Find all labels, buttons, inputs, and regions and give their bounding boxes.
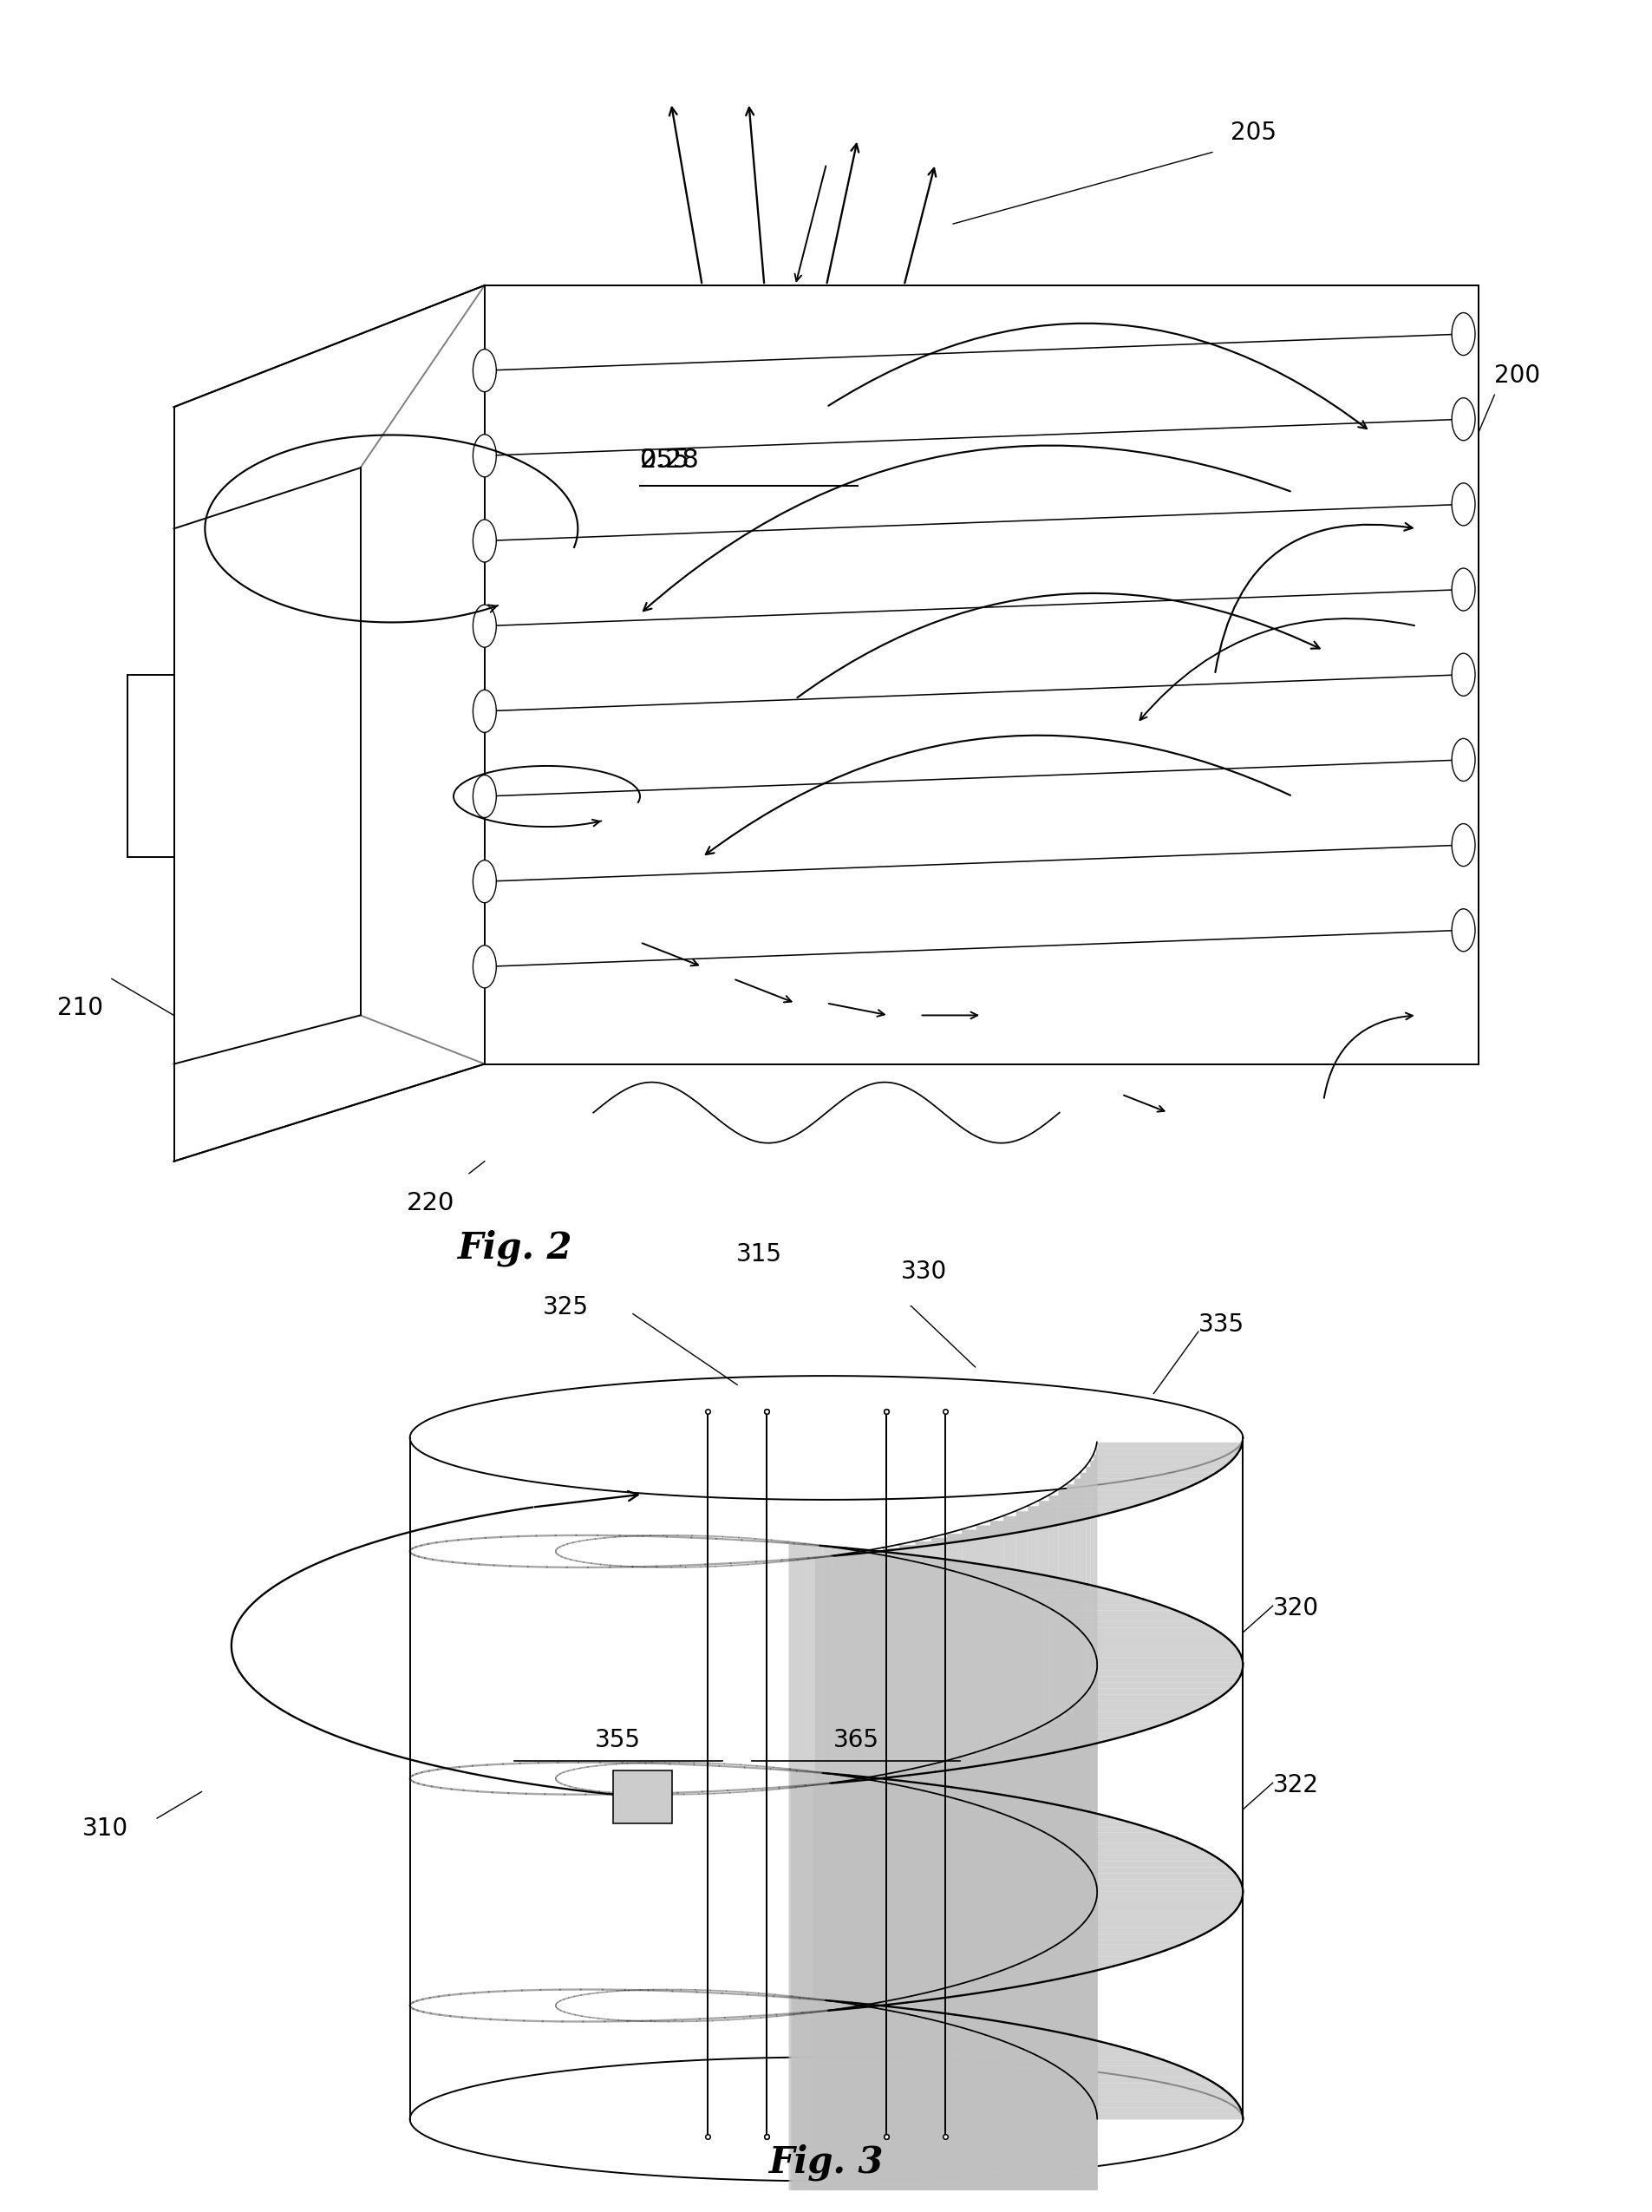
Ellipse shape: [1450, 482, 1474, 526]
Ellipse shape: [472, 860, 496, 902]
Ellipse shape: [1450, 653, 1474, 697]
Text: 355: 355: [595, 1728, 641, 1752]
Text: 210: 210: [58, 995, 104, 1020]
Ellipse shape: [1450, 312, 1474, 356]
Text: 255: 255: [639, 447, 691, 473]
Text: 220: 220: [406, 1190, 454, 1214]
Text: 325: 325: [542, 1294, 588, 1318]
Text: 322: 322: [1272, 1772, 1318, 1796]
Text: Fig. 3: Fig. 3: [768, 2143, 884, 2181]
Text: 330: 330: [900, 1259, 947, 1283]
Ellipse shape: [1450, 823, 1474, 867]
Text: 320: 320: [1272, 1595, 1318, 1619]
Text: 335: 335: [1198, 1312, 1244, 1336]
Text: 200: 200: [1493, 363, 1540, 387]
Ellipse shape: [1450, 568, 1474, 611]
Ellipse shape: [1450, 909, 1474, 951]
Text: 205: 205: [1229, 119, 1275, 144]
Ellipse shape: [1450, 739, 1474, 781]
Bar: [613, 1770, 672, 1823]
Ellipse shape: [472, 520, 496, 562]
Ellipse shape: [472, 434, 496, 478]
Ellipse shape: [472, 604, 496, 648]
Ellipse shape: [472, 690, 496, 732]
Text: 365: 365: [833, 1728, 879, 1752]
Text: 0.28: 0.28: [639, 447, 699, 473]
Ellipse shape: [472, 774, 496, 818]
Ellipse shape: [1450, 398, 1474, 440]
Text: 310: 310: [83, 1816, 129, 1840]
Text: Fig. 2: Fig. 2: [458, 1230, 573, 1267]
Ellipse shape: [472, 945, 496, 989]
Text: 315: 315: [735, 1241, 781, 1265]
Ellipse shape: [472, 349, 496, 392]
